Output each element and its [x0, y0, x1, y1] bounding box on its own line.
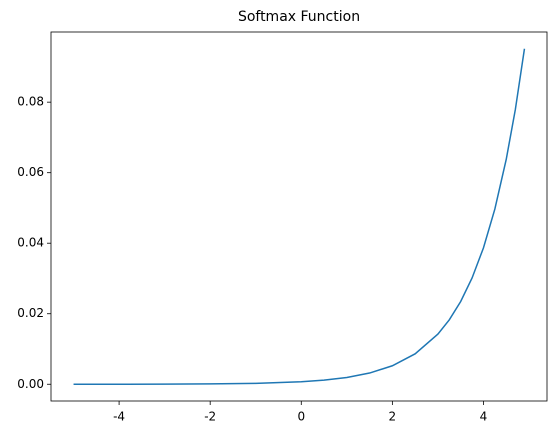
plot-frame — [50, 31, 548, 402]
x-tick-label: -2 — [204, 410, 216, 424]
y-tick-label: 0.06 — [17, 165, 44, 179]
y-tick-label: 0.00 — [17, 377, 44, 391]
y-tick-label: 0.02 — [17, 306, 44, 320]
x-tick-label: 4 — [480, 410, 488, 424]
line-series — [73, 48, 526, 385]
x-tick-label: -4 — [113, 410, 125, 424]
y-tick-label: 0.04 — [17, 236, 44, 250]
x-tick-label: 2 — [389, 410, 397, 424]
x-tick-label: 0 — [297, 410, 305, 424]
chart-title: Softmax Function — [238, 9, 360, 25]
y-tick-label: 0.08 — [17, 95, 44, 109]
